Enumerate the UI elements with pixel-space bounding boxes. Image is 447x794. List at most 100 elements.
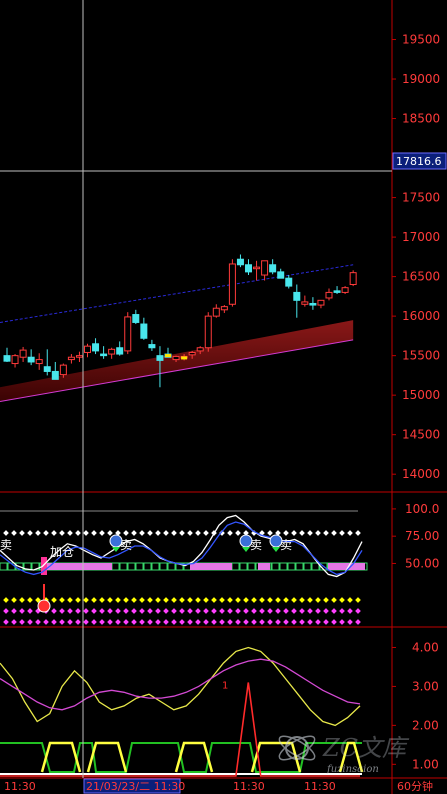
candle-flag — [165, 354, 171, 357]
osc-dot — [339, 619, 345, 625]
candle-body — [133, 315, 139, 323]
osc-bar-cell — [280, 563, 287, 570]
osc-dot — [355, 597, 361, 603]
candle-flag — [181, 356, 187, 359]
osc-dot — [267, 530, 273, 536]
sell-signal[interactable]: 卖 — [240, 535, 262, 552]
osc-bar-cell — [160, 563, 167, 570]
osc-dot — [275, 597, 281, 603]
time-label-4: 11:30 — [304, 780, 336, 793]
osc-bar-highlight — [44, 563, 112, 570]
candle-body — [237, 259, 243, 265]
candle-body — [302, 302, 308, 304]
candle — [246, 259, 252, 275]
osc-dot — [51, 530, 57, 536]
osc-dot — [91, 608, 97, 614]
osc-bar-cell — [232, 563, 239, 570]
candle-body — [157, 356, 163, 361]
osc-bar-cell — [0, 563, 7, 570]
osc-dot — [251, 619, 257, 625]
osc-dot — [67, 597, 73, 603]
signal-label: 卖 — [120, 538, 132, 552]
osc-dot — [219, 619, 225, 625]
osc-dot — [35, 619, 41, 625]
osc-dot — [299, 530, 305, 536]
candle — [294, 285, 300, 318]
osc-dot — [323, 597, 329, 603]
osc-dot — [163, 608, 169, 614]
osc-dot — [259, 597, 265, 603]
osc-dot — [331, 597, 337, 603]
sell-signal[interactable]: 卖 — [0, 538, 12, 552]
candle — [76, 352, 82, 362]
osc-dot — [131, 608, 137, 614]
osc-dot — [299, 608, 305, 614]
candle-body — [342, 288, 348, 293]
candle-body — [36, 360, 42, 364]
osc-dot — [227, 597, 233, 603]
candle — [28, 349, 34, 365]
buy-ball-icon[interactable] — [38, 600, 50, 612]
candle-body — [326, 292, 332, 298]
candle — [149, 340, 155, 351]
osc-dot — [275, 608, 281, 614]
osc-dot — [195, 597, 201, 603]
osc-dot — [267, 597, 273, 603]
candle-body — [197, 348, 203, 351]
indicator-tick-label: 4.00 — [412, 640, 439, 654]
osc-dot — [11, 530, 17, 536]
candle — [213, 304, 219, 317]
sell-signal[interactable]: 卖 — [270, 535, 292, 552]
oscillator-signal-bar — [0, 557, 367, 575]
candle — [133, 310, 139, 324]
osc-dot — [323, 619, 329, 625]
osc-dot — [91, 597, 97, 603]
osc-dot — [283, 597, 289, 603]
time-label-1: 11:30 — [4, 780, 36, 793]
osc-dot — [11, 608, 17, 614]
osc-dot — [3, 530, 9, 536]
indicator-tick-label: 2.00 — [412, 718, 439, 732]
osc-bar-cell — [272, 563, 279, 570]
osc-dot — [123, 608, 129, 614]
osc-dot — [259, 608, 265, 614]
sell-arrow-icon — [242, 547, 250, 552]
osc-dot — [339, 608, 345, 614]
osc-dot — [19, 597, 25, 603]
osc-dot — [307, 619, 313, 625]
candle-body — [278, 272, 284, 278]
candle — [270, 259, 276, 274]
candle-body — [310, 303, 316, 305]
candle-body — [93, 344, 99, 351]
candle-body — [149, 345, 155, 348]
osc-bar-cell — [296, 563, 303, 570]
osc-dot — [195, 619, 201, 625]
osc-bar-cell — [144, 563, 151, 570]
candle-body — [28, 357, 34, 362]
candle-body — [117, 348, 123, 354]
osc-dot — [195, 530, 201, 536]
candle — [229, 259, 235, 306]
add-position-signal[interactable]: 加仓 — [50, 545, 74, 559]
osc-dot — [203, 530, 209, 536]
candle — [342, 286, 348, 294]
indicator-tick-label: 3.00 — [412, 679, 439, 693]
osc-tick-label: 50.00 — [405, 556, 439, 570]
candle — [4, 348, 10, 362]
osc-dot — [171, 619, 177, 625]
candle-body — [189, 352, 195, 354]
sell-arrow-icon — [272, 547, 280, 552]
osc-dot — [3, 597, 9, 603]
osc-dot — [147, 530, 153, 536]
candle-body — [205, 316, 211, 348]
candle-body — [68, 357, 74, 359]
candle — [254, 261, 260, 281]
osc-dot — [211, 619, 217, 625]
indicator-tick-label: 1.00 — [412, 757, 439, 771]
osc-dot — [227, 530, 233, 536]
period-label[interactable]: 60分钟 — [397, 779, 433, 793]
osc-dot — [187, 608, 193, 614]
osc-dot — [131, 530, 137, 536]
price-tick-label: 15500 — [402, 349, 440, 363]
